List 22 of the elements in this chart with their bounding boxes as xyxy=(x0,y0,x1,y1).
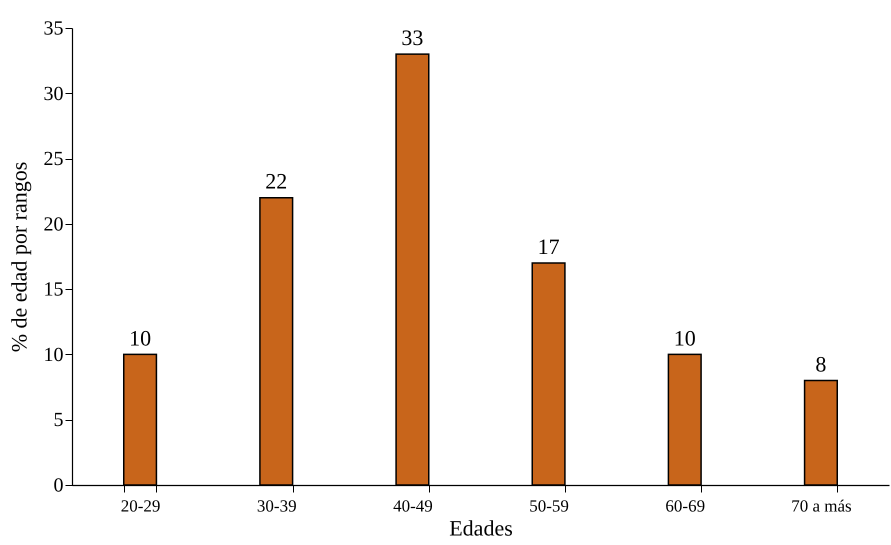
data-label: 22 xyxy=(265,168,288,194)
y-tick-label: 10 xyxy=(44,344,64,366)
x-tick-label: 40-49 xyxy=(393,496,433,516)
data-label: 10 xyxy=(129,325,152,350)
x-tick-label: 50-59 xyxy=(529,496,569,516)
y-tick-label: 35 xyxy=(44,18,64,40)
y-axis-title: % de edad por rangos xyxy=(6,162,32,352)
x-tick-label: 70 a más xyxy=(791,496,852,516)
y-tick-label: 0 xyxy=(54,474,64,496)
x-axis-title: Edades xyxy=(449,516,513,540)
y-tick-label: 25 xyxy=(44,148,64,170)
data-label: 8 xyxy=(815,352,826,377)
x-tick-label: 20-29 xyxy=(120,496,160,516)
data-label: 10 xyxy=(674,325,696,350)
data-label: 17 xyxy=(538,234,560,260)
y-tick-label: 20 xyxy=(44,213,64,236)
data-label: 33 xyxy=(401,25,424,50)
y-tick-label: 15 xyxy=(44,278,64,301)
x-tick-label: 60-69 xyxy=(665,496,706,516)
y-tick-label: 5 xyxy=(54,409,64,432)
x-tick-label: 30-39 xyxy=(256,496,297,516)
y-tick-label: 30 xyxy=(44,82,64,105)
